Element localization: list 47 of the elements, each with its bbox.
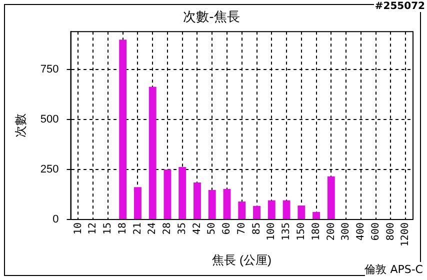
x-tick-label: 21 bbox=[132, 222, 144, 235]
text: #255072 bbox=[374, 1, 426, 12]
bar bbox=[208, 190, 216, 220]
x-tick-label: 135 bbox=[281, 222, 292, 241]
x-tick-label: 180 bbox=[310, 222, 322, 241]
bar bbox=[148, 86, 156, 220]
bar bbox=[327, 176, 335, 220]
x-tick-label: 300 bbox=[340, 222, 352, 241]
x-tick-label: 18 bbox=[117, 222, 128, 235]
x-tick-label: 800 bbox=[385, 222, 396, 241]
bar bbox=[298, 206, 306, 220]
text: 倫敦 APS-C bbox=[364, 262, 423, 277]
x-tick-label: 85 bbox=[251, 222, 262, 235]
y-axis-title: 次數 bbox=[14, 114, 28, 138]
bar bbox=[164, 170, 172, 220]
bar bbox=[238, 202, 246, 220]
bar bbox=[268, 200, 276, 220]
x-tick-label: 42 bbox=[192, 222, 203, 235]
x-tick-label: 400 bbox=[356, 222, 367, 241]
bar bbox=[223, 188, 231, 220]
bar bbox=[119, 40, 127, 220]
x-tick-label: 600 bbox=[370, 222, 382, 241]
x-tick-label: 50 bbox=[206, 222, 218, 235]
x-tick-label: 12 bbox=[88, 222, 99, 235]
bar bbox=[178, 166, 186, 220]
x-tick-label: 70 bbox=[236, 222, 248, 235]
y-tick-label: 500 bbox=[40, 114, 59, 126]
x-tick-label: 28 bbox=[162, 222, 174, 235]
y-tick-label: 750 bbox=[40, 64, 59, 76]
y-tick-label: 250 bbox=[40, 164, 59, 176]
x-tick-label: 35 bbox=[176, 222, 188, 235]
bar bbox=[253, 206, 260, 220]
bar bbox=[134, 187, 142, 220]
bar bbox=[312, 212, 320, 220]
bar bbox=[194, 182, 201, 220]
x-tick-label: 150 bbox=[296, 222, 307, 241]
x-tick-label: 200 bbox=[326, 222, 337, 241]
x-axis-title: 焦長 (公厘) bbox=[212, 253, 272, 268]
x-tick-label: 15 bbox=[102, 222, 114, 235]
bar bbox=[282, 200, 290, 220]
x-tick-label: 60 bbox=[222, 222, 233, 235]
x-tick-label: 1200 bbox=[400, 222, 412, 247]
y-tick-label: 0 bbox=[52, 214, 59, 226]
x-tick-label: 10 bbox=[72, 222, 84, 235]
x-tick-label: 24 bbox=[147, 222, 158, 235]
x-tick-label: 100 bbox=[266, 222, 278, 241]
chart-title: 次數-焦長 bbox=[183, 10, 240, 26]
